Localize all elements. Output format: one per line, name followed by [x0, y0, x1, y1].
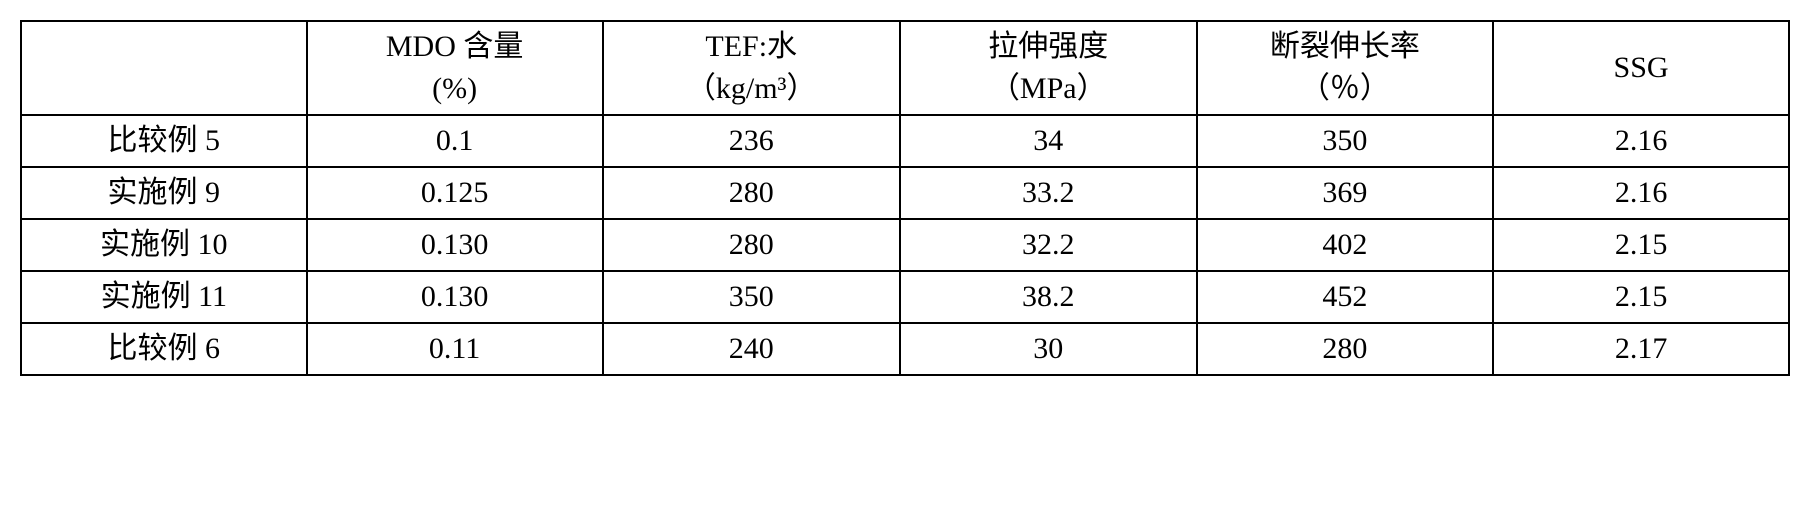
- cell-tef: 280: [603, 219, 900, 271]
- row-label: 实施例 11: [21, 271, 307, 323]
- header-blank: [21, 21, 307, 115]
- header-line1: 断裂伸长率: [1198, 26, 1492, 68]
- table-row: 实施例 11 0.130 350 38.2 452 2.15: [21, 271, 1789, 323]
- table-header-row: MDO 含量 (%) TEF:水 （kg/m³） 拉伸强度 （MPa） 断裂伸长…: [21, 21, 1789, 115]
- cell-elong: 369: [1197, 167, 1493, 219]
- cell-mdo: 0.130: [307, 219, 603, 271]
- table-row: 实施例 10 0.130 280 32.2 402 2.15: [21, 219, 1789, 271]
- table-row: 比较例 5 0.1 236 34 350 2.16: [21, 115, 1789, 167]
- header-ssg: SSG: [1493, 21, 1789, 115]
- cell-tef: 236: [603, 115, 900, 167]
- header-line1: TEF:水: [604, 26, 899, 68]
- cell-tensile: 30: [900, 323, 1197, 375]
- row-label: 实施例 9: [21, 167, 307, 219]
- cell-elong: 280: [1197, 323, 1493, 375]
- cell-mdo: 0.1: [307, 115, 603, 167]
- header-line1: 拉伸强度: [901, 26, 1196, 68]
- row-label: 比较例 5: [21, 115, 307, 167]
- cell-mdo: 0.125: [307, 167, 603, 219]
- header-line1: SSG: [1494, 47, 1788, 89]
- row-label: 实施例 10: [21, 219, 307, 271]
- cell-tensile: 34: [900, 115, 1197, 167]
- cell-tef: 350: [603, 271, 900, 323]
- header-tef: TEF:水 （kg/m³）: [603, 21, 900, 115]
- header-line2: （％）: [1198, 68, 1492, 110]
- table-row: 实施例 9 0.125 280 33.2 369 2.16: [21, 167, 1789, 219]
- cell-ssg: 2.16: [1493, 167, 1789, 219]
- data-table: MDO 含量 (%) TEF:水 （kg/m³） 拉伸强度 （MPa） 断裂伸长…: [20, 20, 1790, 376]
- cell-tensile: 38.2: [900, 271, 1197, 323]
- cell-elong: 452: [1197, 271, 1493, 323]
- cell-tensile: 33.2: [900, 167, 1197, 219]
- row-label: 比较例 6: [21, 323, 307, 375]
- cell-mdo: 0.130: [307, 271, 603, 323]
- header-line2: (%): [308, 68, 602, 110]
- cell-ssg: 2.17: [1493, 323, 1789, 375]
- cell-ssg: 2.15: [1493, 271, 1789, 323]
- cell-ssg: 2.15: [1493, 219, 1789, 271]
- header-line1: MDO 含量: [308, 26, 602, 68]
- table-row: 比较例 6 0.11 240 30 280 2.17: [21, 323, 1789, 375]
- cell-mdo: 0.11: [307, 323, 603, 375]
- cell-tef: 240: [603, 323, 900, 375]
- header-line2: （MPa）: [901, 68, 1196, 110]
- cell-ssg: 2.16: [1493, 115, 1789, 167]
- cell-tef: 280: [603, 167, 900, 219]
- cell-elong: 350: [1197, 115, 1493, 167]
- header-mdo: MDO 含量 (%): [307, 21, 603, 115]
- header-elong: 断裂伸长率 （％）: [1197, 21, 1493, 115]
- cell-elong: 402: [1197, 219, 1493, 271]
- header-line2: （kg/m³）: [604, 68, 899, 110]
- cell-tensile: 32.2: [900, 219, 1197, 271]
- table-body: 比较例 5 0.1 236 34 350 2.16 实施例 9 0.125 28…: [21, 115, 1789, 375]
- header-tensile: 拉伸强度 （MPa）: [900, 21, 1197, 115]
